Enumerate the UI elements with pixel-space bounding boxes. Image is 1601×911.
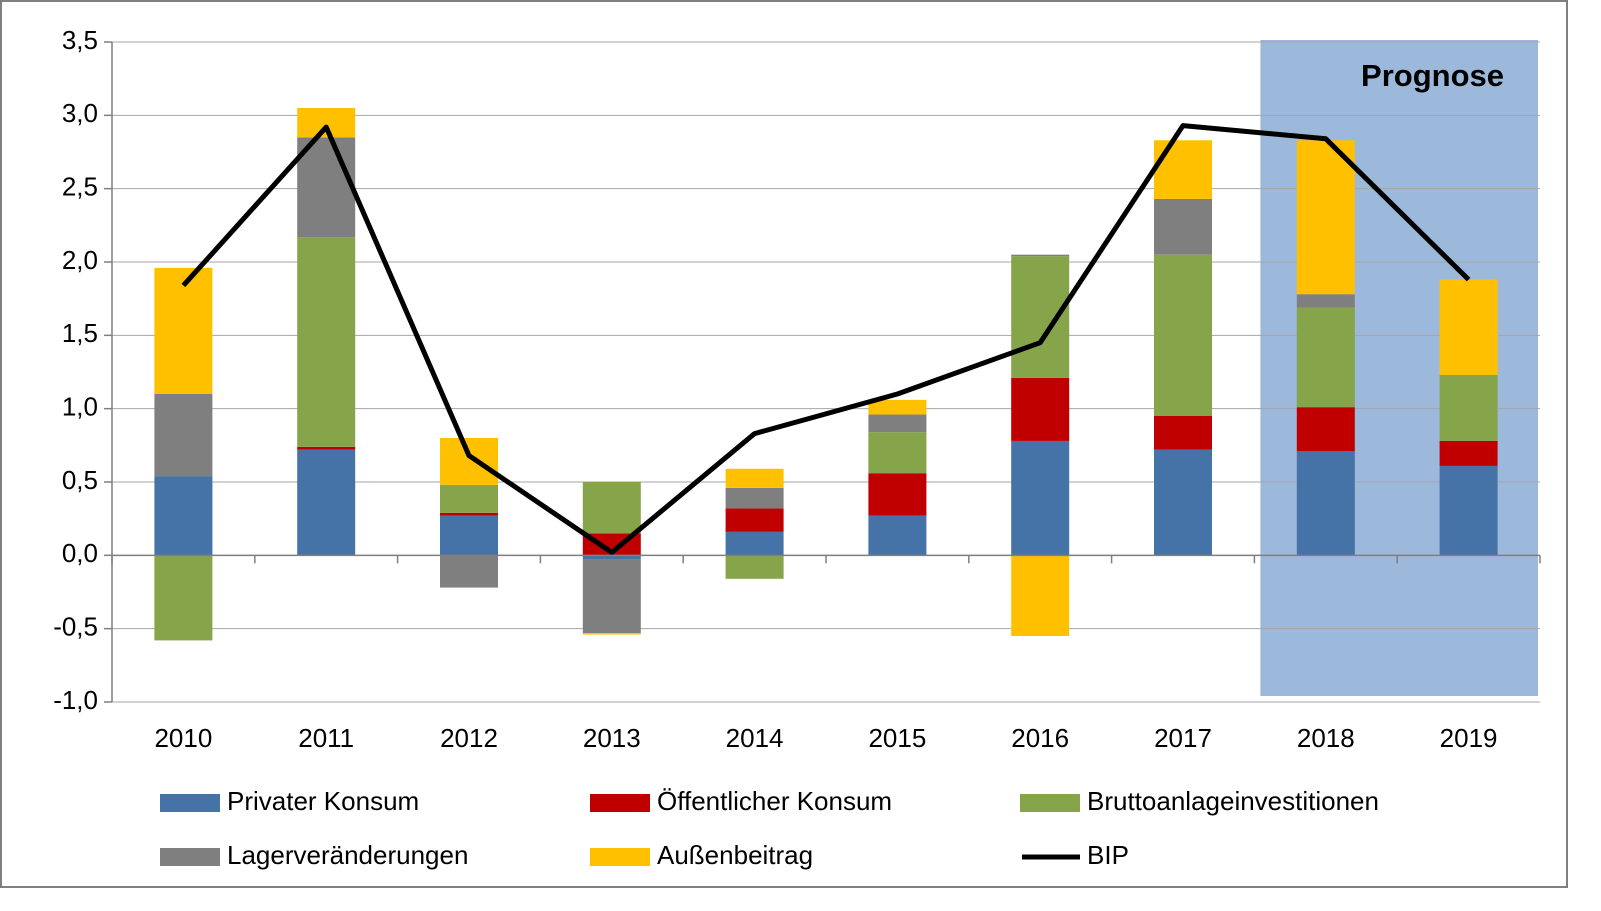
bar-segment xyxy=(440,484,498,513)
bar-segment xyxy=(1154,449,1212,556)
bar-segment xyxy=(868,414,927,433)
bar-segment xyxy=(1011,377,1070,441)
bar-segment xyxy=(1154,198,1212,255)
bar-segment xyxy=(1296,451,1355,556)
bar-segment xyxy=(297,449,356,556)
y-tick-label: 1,5 xyxy=(62,318,98,348)
x-tick-label: 2018 xyxy=(1297,723,1355,753)
bar-segment xyxy=(1296,140,1355,295)
bar-segment xyxy=(1296,307,1355,408)
bar-segment xyxy=(725,487,784,509)
bar-segment xyxy=(1154,140,1212,199)
legend-swatch xyxy=(1020,794,1080,812)
x-tick-label: 2014 xyxy=(726,723,784,753)
bar-segment xyxy=(1154,254,1212,416)
bar-segment xyxy=(725,468,784,488)
bar-segment xyxy=(1439,440,1498,466)
bar-segment xyxy=(154,476,213,556)
legend-label: Privater Konsum xyxy=(227,786,419,816)
bar-segment xyxy=(1439,465,1498,556)
bar-segment xyxy=(1011,256,1070,378)
legend-swatch xyxy=(590,848,650,866)
legend-label: Lagerveränderungen xyxy=(227,840,468,870)
y-tick-label: 2,5 xyxy=(62,172,98,202)
legend-label: BIP xyxy=(1087,840,1129,870)
bar-segment xyxy=(440,512,498,516)
bar-segment xyxy=(868,473,927,516)
bar-segment xyxy=(868,399,927,415)
bar-segment xyxy=(868,515,927,556)
bar-segment xyxy=(725,531,784,556)
x-tick-label: 2010 xyxy=(154,723,212,753)
bar-segment xyxy=(154,267,213,394)
bar-segment xyxy=(1296,294,1355,308)
x-tick-label: 2016 xyxy=(1011,723,1069,753)
y-tick-label: -1,0 xyxy=(53,685,98,715)
y-tick-label: 0,0 xyxy=(62,538,98,568)
forecast-label: Prognose xyxy=(1361,58,1504,93)
bar-segment xyxy=(297,137,356,238)
legend-label: Außenbeitrag xyxy=(657,840,813,870)
y-tick-label: -0,5 xyxy=(53,612,98,642)
bar-segment xyxy=(440,555,498,588)
y-tick-label: 3,0 xyxy=(62,98,98,128)
bar-segment xyxy=(440,438,498,485)
bar-segment xyxy=(1011,555,1070,636)
y-tick-label: 0,5 xyxy=(62,465,98,495)
legend-swatch xyxy=(160,794,220,812)
x-tick-label: 2012 xyxy=(440,723,498,753)
bar-segment xyxy=(582,482,641,534)
bar-segment xyxy=(1011,254,1070,257)
bar-segment xyxy=(725,508,784,532)
x-tick-label: 2017 xyxy=(1154,723,1212,753)
x-tick-label: 2015 xyxy=(868,723,926,753)
bar-segment xyxy=(1439,374,1498,441)
bar-segment xyxy=(582,633,641,635)
y-tick-label: 2,0 xyxy=(62,245,98,275)
bar-segment xyxy=(582,559,641,634)
bar-segment xyxy=(725,555,784,579)
bar-segment xyxy=(440,515,498,556)
x-tick-label: 2013 xyxy=(583,723,641,753)
legend-label: Öffentlicher Konsum xyxy=(657,786,892,816)
legend-swatch xyxy=(160,848,220,866)
bar-segment xyxy=(1154,416,1212,450)
bar-segment xyxy=(868,432,927,474)
bar-segment xyxy=(297,446,356,450)
y-tick-label: 1,0 xyxy=(62,392,98,422)
legend-swatch xyxy=(590,794,650,812)
bar-segment xyxy=(1011,440,1070,556)
y-tick-label: 3,5 xyxy=(62,25,98,55)
bar-segment xyxy=(297,237,356,447)
bar-segment xyxy=(582,555,641,560)
line-series xyxy=(181,123,1471,555)
bar-segment xyxy=(1439,279,1498,375)
bar-segment xyxy=(1296,407,1355,452)
legend-label: Bruttoanlageinvestitionen xyxy=(1087,786,1379,816)
bar-segment xyxy=(154,394,213,477)
bar-segment xyxy=(154,555,213,641)
x-tick-label: 2019 xyxy=(1440,723,1498,753)
x-tick-label: 2011 xyxy=(298,723,354,753)
